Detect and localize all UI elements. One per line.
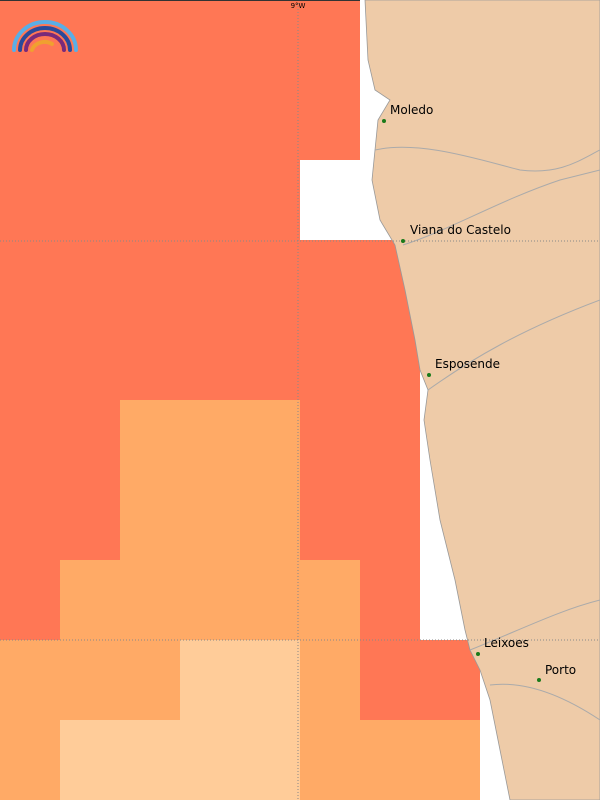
city-label: Esposende <box>435 357 500 371</box>
city-label: Porto <box>545 663 576 677</box>
land <box>364 0 600 800</box>
wave-cells <box>0 0 480 800</box>
city-label: Viana do Castelo <box>410 223 511 237</box>
city-label: Moledo <box>390 103 433 117</box>
rivers <box>374 146 600 721</box>
cities: Moledo Viana do Castelo Esposende Leixoe… <box>382 103 576 682</box>
logo <box>12 20 78 52</box>
grid-label: 9°W <box>291 2 306 10</box>
city-label: Leixoes <box>484 636 529 650</box>
